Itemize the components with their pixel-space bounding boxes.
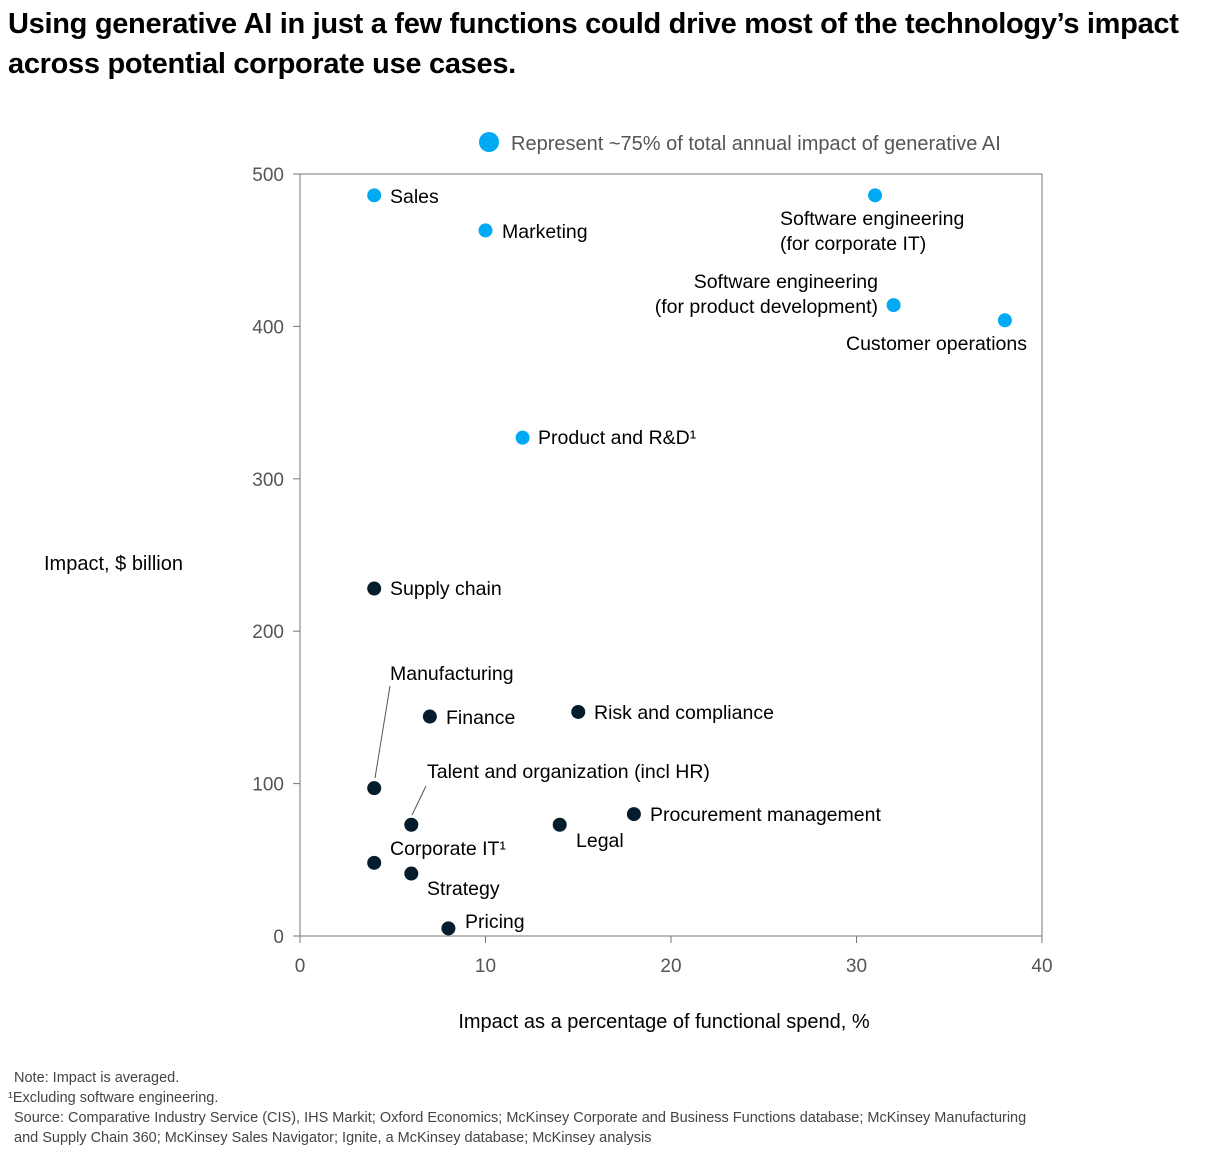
legend-marker [479, 132, 499, 152]
point-label: Sales [390, 186, 439, 208]
data-point [478, 223, 493, 238]
data-point [367, 781, 382, 796]
source-line: and Supply Chain 360; McKinsey Sales Nav… [14, 1130, 652, 1146]
data-point [404, 817, 419, 832]
point-label: Strategy [427, 878, 500, 900]
footnotes: Note: Impact is averaged. ¹Excluding sof… [8, 1068, 1026, 1148]
point-label: Risk and compliance [594, 702, 774, 724]
point-label: Talent and organization (incl HR) [427, 761, 710, 783]
point-label: Software engineering (for product develop… [655, 271, 878, 318]
data-point [886, 298, 901, 313]
data-point [367, 188, 382, 203]
data-point [422, 709, 437, 724]
y-tick-label: 300 [252, 470, 284, 491]
data-point [367, 581, 382, 596]
point-label: Pricing [465, 911, 525, 933]
point-label: Corporate IT¹ [390, 838, 506, 860]
y-axis-label: Impact, $ billion [44, 553, 183, 575]
point-label: Legal [576, 830, 624, 852]
point-label: Finance [446, 707, 515, 729]
x-tick-label: 20 [660, 956, 681, 977]
x-tick-label: 30 [846, 956, 867, 977]
legend-label: Represent ~75% of total annual impact of… [511, 133, 1001, 155]
data-point [626, 807, 641, 822]
data-point [441, 921, 456, 936]
note: Note: Impact is averaged. [14, 1070, 180, 1086]
data-point [997, 313, 1012, 328]
data-point [868, 188, 883, 203]
y-tick-label: 500 [252, 165, 284, 186]
point-label: Marketing [502, 221, 588, 243]
x-tick-label: 40 [1031, 956, 1052, 977]
source-line: Source: Comparative Industry Service (CI… [14, 1110, 1027, 1126]
x-tick-label: 0 [295, 956, 306, 977]
y-tick-label: 0 [273, 927, 284, 948]
chart-title: Using generative AI in just a few functi… [8, 8, 1179, 80]
data-point [571, 704, 586, 719]
point-label: Software engineering (for corporate IT) [780, 208, 964, 255]
y-tick-label: 400 [252, 317, 284, 338]
y-tick-label: 200 [252, 622, 284, 643]
footnote: ¹Excluding software engineering. [8, 1090, 219, 1106]
data-point [552, 817, 567, 832]
point-label: Procurement management [650, 804, 881, 826]
point-label: Manufacturing [390, 663, 514, 685]
y-tick-label: 100 [252, 775, 284, 796]
point-label: Customer operations [846, 333, 1027, 355]
data-point [515, 430, 530, 445]
leader-line [374, 685, 391, 779]
x-tick-label: 10 [475, 956, 496, 977]
data-point [367, 855, 382, 870]
leader-line [411, 785, 427, 816]
point-label: Supply chain [390, 578, 502, 600]
data-point [404, 866, 419, 881]
x-axis-label: Impact as a percentage of functional spe… [458, 1011, 870, 1033]
point-label: Product and R&D¹ [538, 427, 697, 449]
